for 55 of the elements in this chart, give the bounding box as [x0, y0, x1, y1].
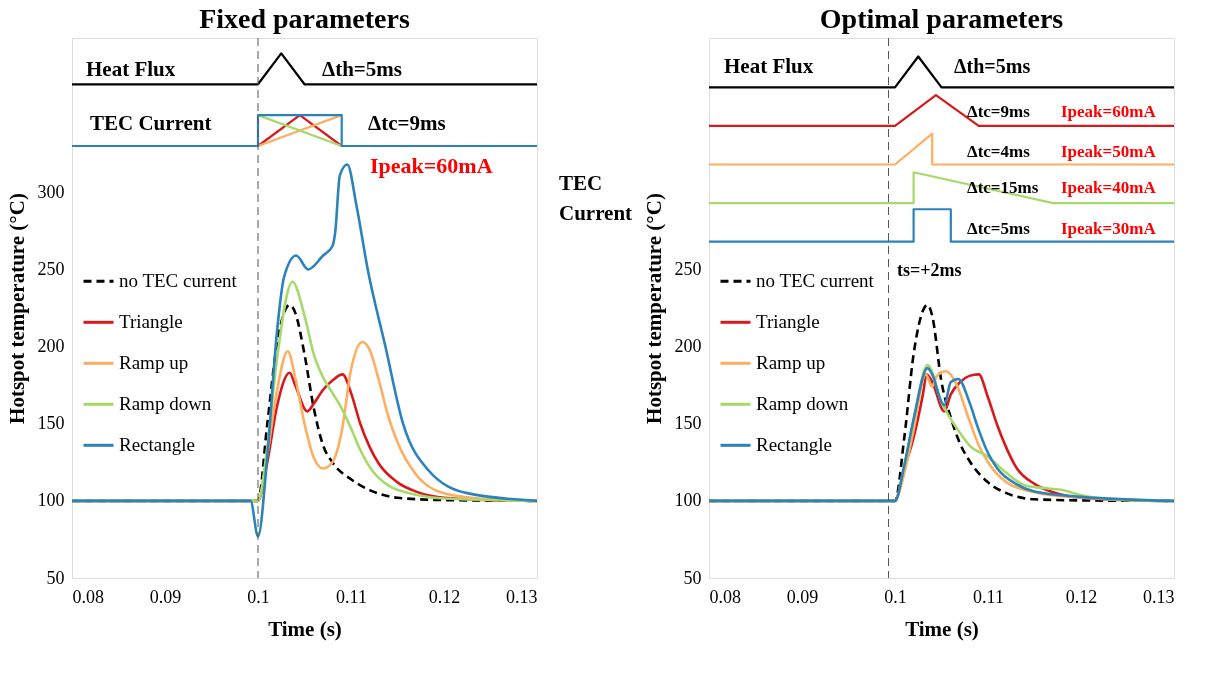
y-tick-label: 50 — [683, 567, 702, 588]
legend-label: Triangle — [119, 311, 183, 333]
annotation: Ipeak=60mA — [370, 153, 493, 178]
text: TEC Current — [559, 171, 633, 225]
y-tick-label: 150 — [674, 413, 702, 434]
y-tick-label: 200 — [674, 336, 702, 357]
y-tick-label: 150 — [37, 413, 65, 434]
legend-label: Rectangle — [756, 434, 832, 456]
annotation: Δtc=4ms — [967, 142, 1031, 161]
legend-label: Ramp down — [756, 393, 849, 415]
annotation: Δth=5ms — [954, 55, 1031, 77]
x-tick-label: 0.08 — [72, 586, 104, 607]
y-axis-title: Hotspot temperature (°C) — [641, 193, 666, 424]
x-tick-label: 0.11 — [336, 586, 367, 607]
annotation: Ipeak=50mA — [1061, 142, 1157, 161]
y-tick-label: 300 — [37, 181, 65, 202]
annotation: Δth=5ms — [322, 57, 402, 81]
x-axis-title: Time (s) — [905, 616, 979, 641]
x-axis-title: Time (s) — [268, 616, 342, 641]
x-tick-label: 0.09 — [786, 586, 819, 607]
annotation: ts=+2ms — [897, 260, 962, 280]
annotation: Heat Flux — [86, 57, 176, 81]
x-tick-label: 0.08 — [709, 586, 741, 607]
legend-label: Ramp up — [119, 352, 189, 374]
x-tick-label: 0.13 — [1143, 586, 1175, 607]
y-tick-label: 50 — [46, 567, 65, 588]
legend-label: Ramp up — [756, 352, 826, 374]
annotation: Δtc=9ms — [967, 102, 1031, 121]
x-tick-label: 0.12 — [1065, 586, 1098, 607]
y-tick-label: 100 — [674, 490, 702, 511]
y-axis-title: Hotspot temperature (°C) — [4, 193, 29, 424]
y-tick-label: 200 — [37, 336, 65, 357]
annotation: Δtc=5ms — [967, 219, 1031, 238]
x-tick-label: 0.1 — [884, 586, 907, 607]
x-tick-label: 0.11 — [973, 586, 1004, 607]
legend-label: Ramp down — [119, 393, 212, 415]
y-tick-label: 250 — [674, 258, 702, 279]
chart-title: Fixed parameters — [199, 2, 410, 34]
legend-label: no TEC current — [756, 270, 875, 292]
legend-label: Triangle — [756, 311, 820, 333]
chart-title: Optimal parameters — [819, 2, 1064, 34]
legend-label: Rectangle — [119, 434, 195, 456]
legend-label: no TEC current — [119, 270, 238, 292]
x-tick-label: 0.13 — [506, 586, 538, 607]
y-tick-label: 100 — [37, 490, 65, 511]
x-tick-label: 0.09 — [149, 586, 182, 607]
x-tick-label: 0.12 — [428, 586, 461, 607]
annotation: TEC Current — [90, 111, 212, 135]
annotation: Ipeak=40mA — [1061, 178, 1157, 197]
x-tick-label: 0.1 — [247, 586, 270, 607]
y-tick-label: 250 — [37, 258, 65, 279]
annotation: Δtc=9ms — [368, 111, 446, 135]
annotation: Ipeak=60mA — [1061, 102, 1157, 121]
annotation: Heat Flux — [724, 54, 814, 78]
annotation: Ipeak=30mA — [1061, 219, 1157, 238]
